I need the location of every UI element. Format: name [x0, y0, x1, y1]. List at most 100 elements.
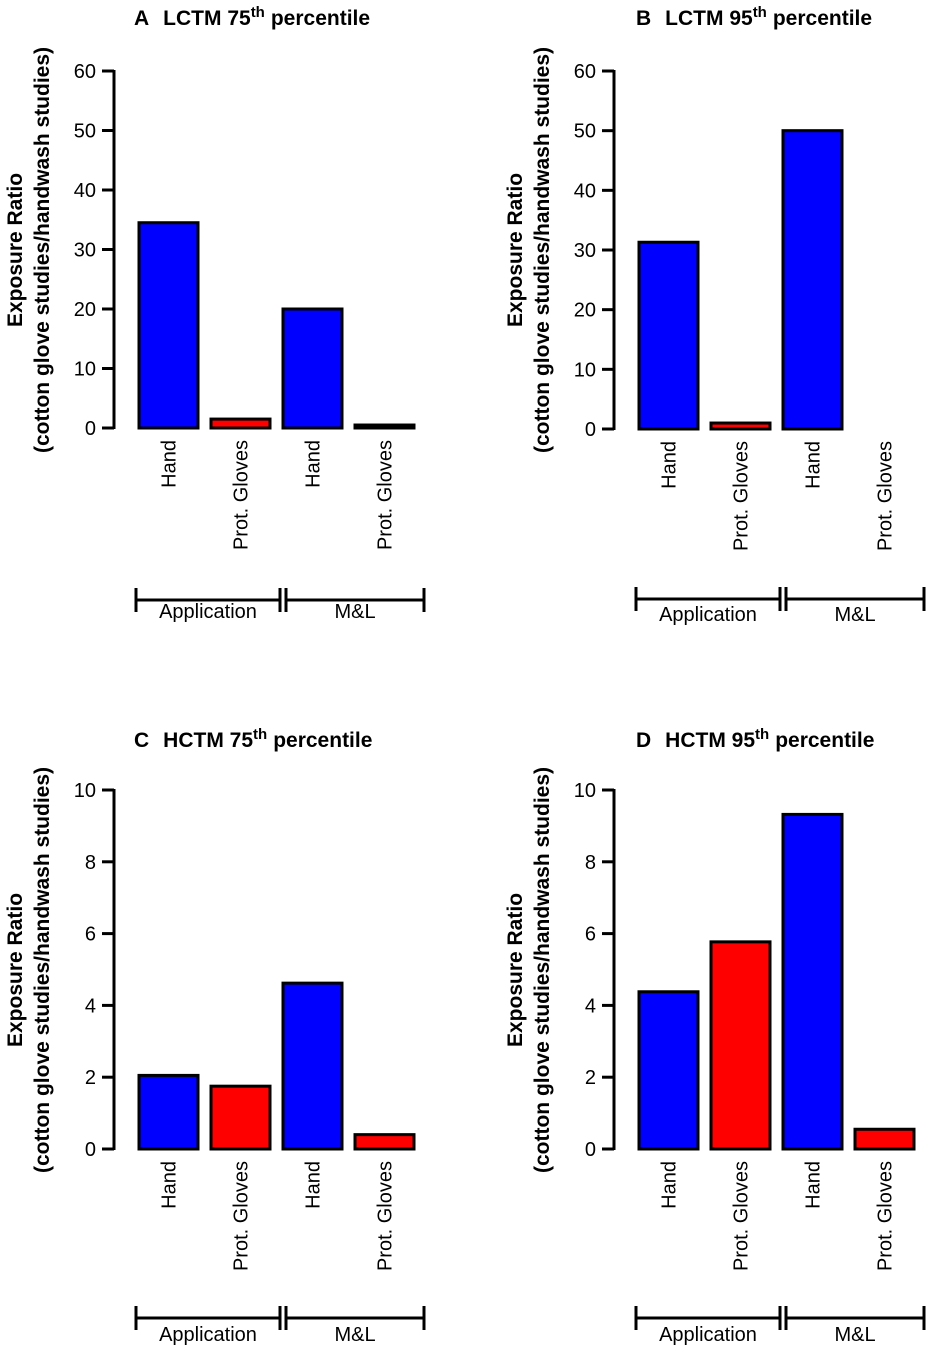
x-category-label: Hand: [803, 441, 825, 489]
y-axis-label-line1: Exposure Ratio: [504, 173, 527, 327]
y-axis-label-line2: (cotton glove studies/handwash studies): [531, 47, 554, 453]
bar-3: [281, 981, 344, 1151]
x-category-label: Prot. Gloves: [731, 1161, 753, 1271]
bar-3: [781, 812, 844, 1151]
y-tick-label: 4: [585, 995, 596, 1017]
x-category-label: Hand: [659, 441, 681, 489]
x-category-label: Prot. Gloves: [375, 1161, 397, 1271]
y-tick-label: 50: [574, 121, 596, 143]
y-tick-label: 60: [574, 61, 596, 83]
y-tick-label: 0: [85, 418, 96, 440]
x-category-label: Hand: [159, 440, 181, 488]
y-tick-label: 30: [574, 240, 596, 262]
group-label: M&L: [834, 604, 875, 626]
panel-letter: C: [134, 729, 149, 752]
y-tick-label: 8: [85, 852, 96, 874]
y-tick-label: 10: [74, 780, 96, 802]
y-tick-label: 2: [585, 1067, 596, 1089]
y-axis-label-line2: (cotton glove studies/handwash studies): [31, 767, 54, 1173]
title-suffix: percentile: [775, 729, 874, 752]
title-superscript: th: [253, 726, 267, 743]
chart-panel-d: D HCTM 95th percentile Exposure Ratio (cotto…: [504, 726, 926, 1346]
chart-panel-a: A LCTM 75th percentile Exposure Ratio (cotto…: [4, 4, 426, 623]
title-main: HCTM 75: [163, 729, 253, 752]
y-axis-label-line2: (cotton glove studies/handwash studies): [531, 767, 554, 1173]
panel-title: D HCTM 95th percentile: [636, 726, 874, 752]
bar-2: [709, 940, 772, 1151]
x-category-label: Prot. Gloves: [875, 1161, 897, 1271]
group-label: Application: [659, 604, 757, 626]
x-category-label: Prot. Gloves: [875, 441, 897, 551]
y-axis-label: Exposure Ratio (cotton glove studies/hand…: [4, 767, 54, 1173]
group-label: M&L: [834, 1324, 875, 1346]
y-tick-label: 20: [74, 299, 96, 321]
group-label: M&L: [334, 1324, 375, 1346]
chart-panel-c: C HCTM 75th percentile Exposure Ratio (cotto…: [4, 726, 426, 1346]
x-category-label: Prot. Gloves: [231, 1161, 253, 1271]
y-tick-label: 0: [585, 1139, 596, 1161]
group-label: Application: [659, 1324, 757, 1346]
y-tick-label: 6: [585, 924, 596, 946]
y-axis-label: Exposure Ratio (cotton glove studies/hand…: [504, 767, 554, 1173]
bar-1: [637, 240, 700, 431]
y-tick-label: 30: [74, 240, 96, 262]
y-tick-label: 50: [74, 121, 96, 143]
y-axis-label: Exposure Ratio (cotton glove studies/hand…: [4, 47, 54, 453]
title-superscript: th: [755, 726, 769, 743]
y-axis-label-line1: Exposure Ratio: [4, 893, 27, 1047]
title-main: LCTM 95: [665, 7, 753, 30]
title-superscript: th: [753, 4, 767, 21]
y-tick-label: 0: [85, 1139, 96, 1161]
y-axis-label-line1: Exposure Ratio: [504, 893, 527, 1047]
y-axis-label-line1: Exposure Ratio: [4, 173, 27, 327]
y-tick-label: 60: [74, 61, 96, 83]
y-tick-label: 40: [574, 180, 596, 202]
y-tick-label: 4: [85, 995, 96, 1017]
y-tick-label: 6: [85, 924, 96, 946]
y-axis-label: Exposure Ratio (cotton glove studies/hand…: [504, 47, 554, 453]
panel-letter: A: [134, 7, 149, 30]
bar-2: [209, 1084, 272, 1151]
bar-2: [709, 421, 772, 431]
y-tick-label: 10: [74, 359, 96, 381]
x-category-label: Hand: [803, 1161, 825, 1209]
group-label: M&L: [334, 601, 375, 623]
x-category-label: Hand: [303, 440, 325, 488]
title-suffix: percentile: [271, 7, 370, 30]
group-label: Application: [159, 1324, 257, 1346]
x-category-label: Prot. Gloves: [731, 441, 753, 551]
y-tick-label: 2: [85, 1067, 96, 1089]
y-tick-label: 0: [585, 419, 596, 441]
bar-4: [353, 423, 416, 430]
title-main: LCTM 75: [163, 7, 251, 30]
panel-letter: D: [636, 729, 651, 752]
bar-4: [853, 1127, 916, 1151]
title-suffix: percentile: [773, 7, 872, 30]
title-main: HCTM 95: [665, 729, 755, 752]
x-category-label: Hand: [159, 1161, 181, 1209]
y-axis-label-line2: (cotton glove studies/handwash studies): [31, 47, 54, 453]
x-category-label: Prot. Gloves: [231, 440, 253, 550]
x-category-label: Prot. Gloves: [375, 440, 397, 550]
title-superscript: th: [251, 4, 265, 21]
chart-panel-b: B LCTM 95th percentile Exposure Ratio (cotto…: [504, 4, 926, 626]
bar-2: [209, 417, 272, 430]
panel-letter: B: [636, 7, 651, 30]
y-tick-label: 8: [585, 852, 596, 874]
y-tick-label: 40: [74, 180, 96, 202]
y-tick-label: 10: [574, 359, 596, 381]
bar-3: [281, 307, 344, 430]
group-label: Application: [159, 601, 257, 623]
bar-3: [781, 129, 844, 431]
x-category-label: Hand: [303, 1161, 325, 1209]
y-tick-label: 10: [574, 780, 596, 802]
bar-1: [637, 990, 700, 1151]
panel-title: A LCTM 75th percentile: [134, 4, 370, 30]
bar-4: [353, 1133, 416, 1151]
bar-1: [137, 221, 200, 430]
y-tick-label: 20: [574, 300, 596, 322]
bar-1: [137, 1073, 200, 1151]
panel-title: B LCTM 95th percentile: [636, 4, 872, 30]
title-suffix: percentile: [273, 729, 372, 752]
